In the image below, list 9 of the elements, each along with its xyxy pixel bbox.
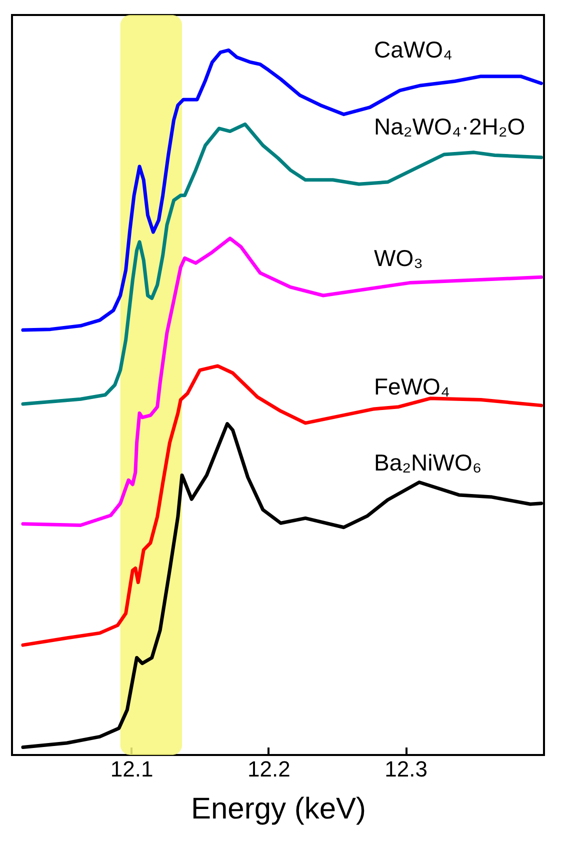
series-label: Na₂WO₄·2H₂O: [374, 113, 526, 140]
series-label: CaWO₄: [374, 36, 452, 62]
x-tick-label: 12.2: [247, 756, 290, 782]
x-tick-label: 12.1: [110, 756, 154, 782]
series-label: FeWO₄: [374, 373, 450, 400]
x-tick-label: 12.3: [384, 756, 428, 782]
series-label: Ba₂NiWO₆: [374, 449, 482, 476]
x-axis-title: Energy (keV): [190, 792, 366, 826]
series-label: WO₃: [374, 245, 423, 272]
